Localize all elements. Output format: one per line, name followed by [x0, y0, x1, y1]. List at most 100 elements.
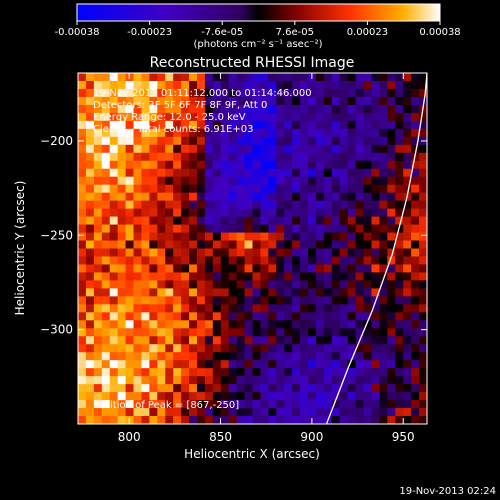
heatmap-cell: [308, 296, 317, 305]
heatmap-cell: [355, 280, 365, 289]
heatmap-cell: [268, 152, 277, 162]
heatmap-cell: [173, 104, 182, 114]
heatmap-cell: [379, 408, 388, 417]
heatmap-cell: [212, 88, 222, 98]
heatmap-cell: [189, 344, 198, 353]
heatmap-cell: [117, 376, 127, 385]
heatmap-cell: [157, 176, 166, 186]
heatmap-cell: [403, 168, 412, 178]
heatmap-cell: [125, 336, 135, 345]
heatmap-cell: [331, 96, 341, 106]
heatmap-cell: [78, 200, 87, 210]
heatmap-cell: [189, 296, 198, 305]
heatmap-cell: [395, 416, 404, 424]
heatmap-cell: [268, 392, 277, 401]
heatmap-cell: [276, 272, 285, 282]
heatmap-cell: [78, 128, 87, 138]
heatmap-cell: [347, 376, 357, 385]
heatmap-cell: [339, 392, 349, 401]
heatmap-cell: [371, 160, 381, 170]
heatmap-cell: [165, 304, 174, 313]
heatmap-cell: [85, 304, 95, 313]
heatmap-cell: [323, 128, 333, 138]
heatmap-cell: [125, 320, 135, 329]
heatmap-cell: [331, 320, 341, 329]
heatmap-cell: [355, 296, 365, 305]
heatmap-cell: [220, 104, 230, 114]
heatmap-cell: [212, 296, 222, 305]
heatmap-cell: [323, 240, 333, 250]
heatmap-cell: [173, 88, 182, 98]
heatmap-cell: [212, 408, 222, 417]
heatmap-cell: [379, 304, 388, 313]
heatmap-cell: [93, 312, 103, 321]
heatmap-cell: [85, 296, 95, 305]
heatmap-cell: [204, 144, 214, 154]
heatmap-cell: [379, 392, 388, 401]
heatmap-cell: [339, 336, 349, 345]
heatmap-cell: [331, 352, 341, 361]
heatmap-cell: [379, 264, 388, 274]
heatmap-cell: [93, 136, 103, 146]
heatmap-cell: [78, 104, 87, 114]
heatmap-cell: [189, 312, 198, 321]
heatmap-cell: [157, 200, 166, 210]
heatmap-cell: [339, 352, 349, 361]
heatmap-cell: [196, 304, 206, 313]
heatmap-cell: [379, 248, 388, 258]
heatmap-cell: [236, 136, 246, 146]
heatmap-cell: [93, 248, 103, 258]
heatmap-cell: [260, 73, 269, 82]
heatmap-cell: [109, 216, 119, 226]
heatmap-cell: [347, 248, 357, 258]
heatmap-cell: [165, 73, 174, 82]
heatmap-cell: [323, 256, 333, 266]
heatmap-cell: [173, 176, 182, 186]
heatmap-cell: [93, 192, 103, 202]
heatmap-cell: [125, 304, 135, 313]
heatmap-cell: [252, 368, 262, 377]
heatmap-cell: [363, 304, 373, 313]
heatmap-cell: [85, 280, 95, 289]
heatmap-cell: [395, 256, 404, 266]
heatmap-cell: [268, 240, 277, 250]
heatmap-cell: [363, 416, 373, 424]
heatmap-cell: [276, 352, 285, 361]
heatmap-cell: [149, 80, 158, 90]
heatmap-cell: [379, 200, 388, 210]
heatmap-cell: [133, 344, 143, 353]
heatmap-cell: [323, 344, 333, 353]
heatmap-cell: [93, 256, 103, 266]
heatmap-cell: [355, 73, 365, 82]
heatmap-cell: [244, 272, 254, 282]
heatmap-cell: [101, 176, 111, 186]
heatmap-cell: [125, 360, 135, 369]
heatmap-cell: [93, 280, 103, 289]
heatmap-cell: [284, 280, 293, 289]
heatmap-cell: [212, 96, 222, 106]
heatmap-cell: [339, 73, 349, 82]
heatmap-cell: [419, 256, 427, 266]
heatmap-cell: [284, 408, 293, 417]
heatmap-cell: [331, 376, 341, 385]
heatmap-cell: [220, 280, 230, 289]
heatmap-cell: [292, 408, 301, 417]
heatmap-cell: [141, 328, 150, 337]
heatmap-cell: [93, 168, 103, 178]
heatmap-cell: [196, 392, 206, 401]
heatmap-cell: [141, 184, 150, 194]
heatmap-cell: [196, 272, 206, 282]
heatmap-cell: [149, 104, 158, 114]
heatmap-cell: [181, 152, 190, 162]
heatmap-cell: [276, 160, 285, 170]
heatmap-cell: [419, 73, 427, 82]
heatmap-cell: [109, 176, 119, 186]
heatmap-cell: [411, 184, 420, 194]
heatmap-cell: [125, 312, 135, 321]
heatmap-cell: [85, 392, 95, 401]
heatmap-cell: [371, 360, 381, 369]
heatmap-cell: [228, 168, 238, 178]
heatmap-cell: [244, 160, 254, 170]
heatmap-cell: [315, 376, 325, 385]
heatmap-cell: [284, 320, 293, 329]
